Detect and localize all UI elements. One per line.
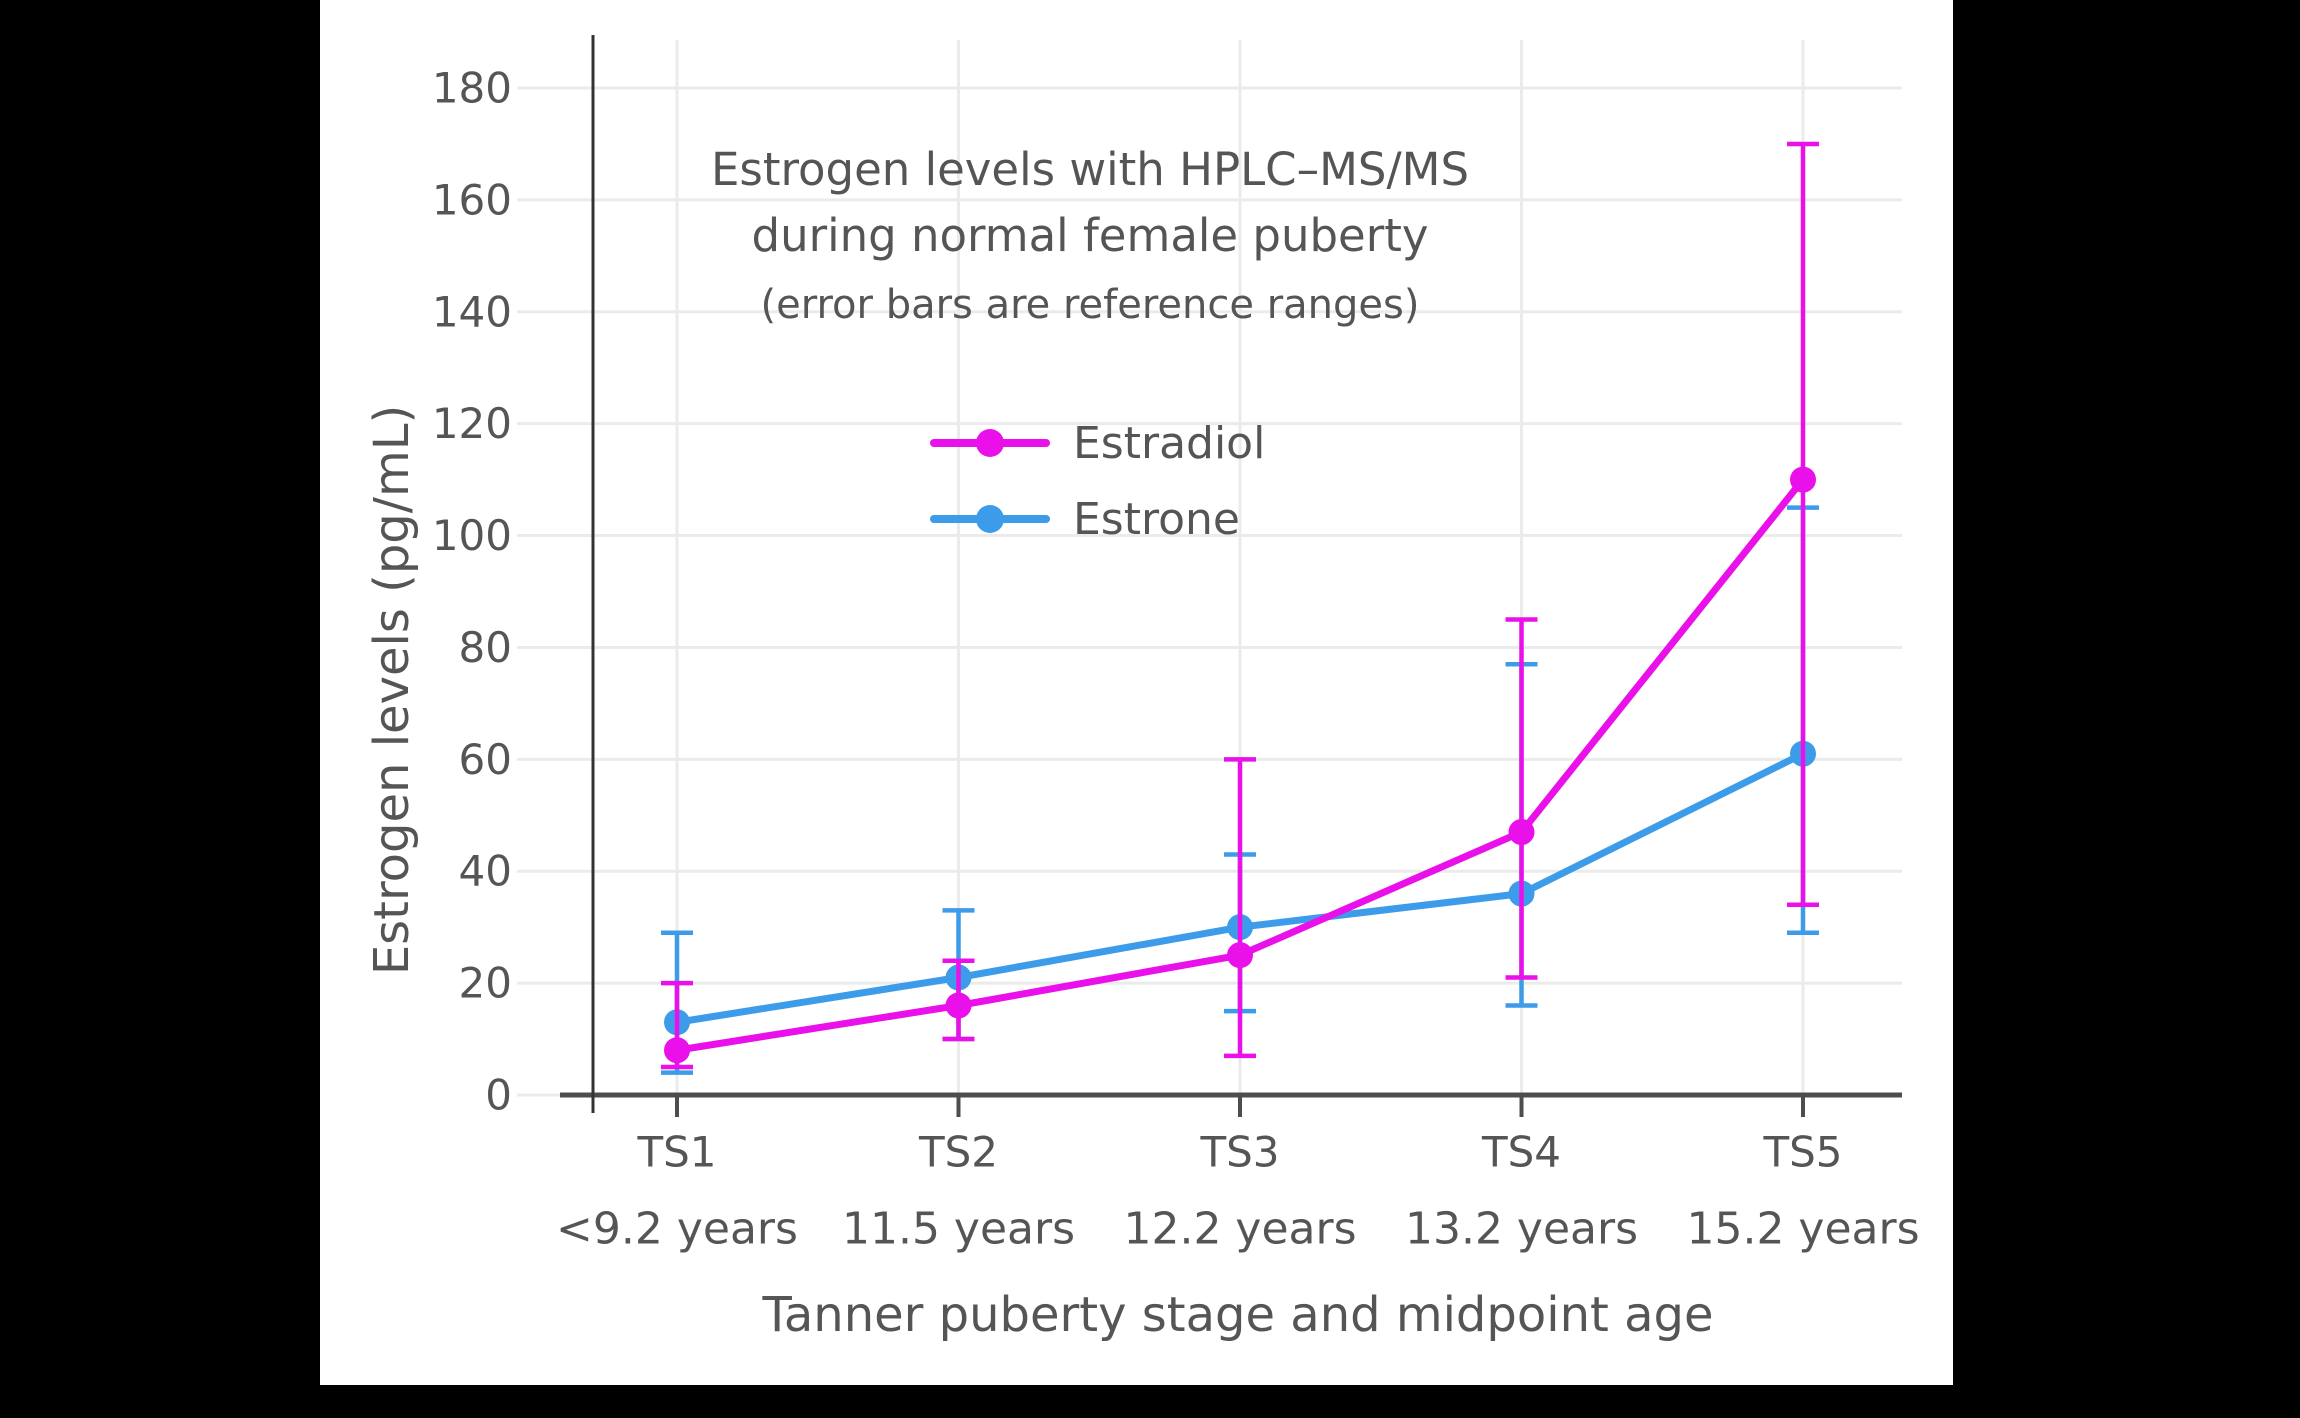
series-estradiol-point	[945, 992, 972, 1019]
legend: Estradiol Estrone	[930, 405, 1265, 557]
y-tick-label: 180	[432, 64, 512, 113]
plot-area[interactable]: 0 20 40 60 80 100 120 140 160 180 TS1 <9.2 years TS2…	[320, 0, 1953, 1385]
x-tick-stage-label: TS2	[918, 1128, 998, 1177]
legend-label-estrone: Estrone	[1073, 493, 1240, 545]
legend-item-estradiol[interactable]: Estradiol	[930, 405, 1265, 481]
x-tick-age-label: 13.2 years	[1405, 1204, 1638, 1255]
x-tick-age-label: <9.2 years	[556, 1204, 798, 1255]
series-estradiol-point	[1508, 819, 1535, 846]
legend-item-estrone[interactable]: Estrone	[930, 481, 1265, 557]
x-tick-age-label: 11.5 years	[842, 1204, 1075, 1255]
y-tick-label: 140	[432, 287, 512, 336]
series-estradiol-point	[664, 1037, 690, 1064]
estradiol-line-dot-icon	[930, 429, 1050, 457]
y-tick-label: 40	[459, 847, 512, 896]
x-tick-stage-label: TS1	[636, 1128, 716, 1177]
x-tick-age-label: 12.2 years	[1123, 1204, 1356, 1255]
x-axis-title: Tanner puberty stage and midpoint age	[762, 1287, 1714, 1343]
y-tick-label: 80	[459, 623, 512, 672]
chart-figure: 0 20 40 60 80 100 120 140 160 180 TS1 <9.2 years TS2…	[320, 0, 1953, 1385]
y-tick-label: 100	[432, 511, 512, 560]
x-tick-stage-label: TS3	[1199, 1128, 1279, 1177]
x-tick-age-label: 15.2 years	[1686, 1204, 1919, 1255]
y-tick-label: 20	[459, 959, 512, 1008]
y-tick-label: 0	[485, 1071, 512, 1120]
series-estradiol-point	[1790, 466, 1816, 493]
x-tick-stage-label: TS4	[1481, 1128, 1561, 1177]
y-axis-title: Estrogen levels (pg/mL)	[364, 404, 420, 976]
x-tick-stage-label: TS5	[1762, 1128, 1842, 1177]
estrone-line-dot-icon	[930, 505, 1050, 533]
series-estradiol-point	[1227, 942, 1253, 969]
y-tick-label: 60	[459, 735, 512, 784]
legend-label-estradiol: Estradiol	[1073, 417, 1266, 469]
y-tick-label: 160	[432, 175, 512, 224]
y-tick-label: 120	[432, 399, 512, 448]
